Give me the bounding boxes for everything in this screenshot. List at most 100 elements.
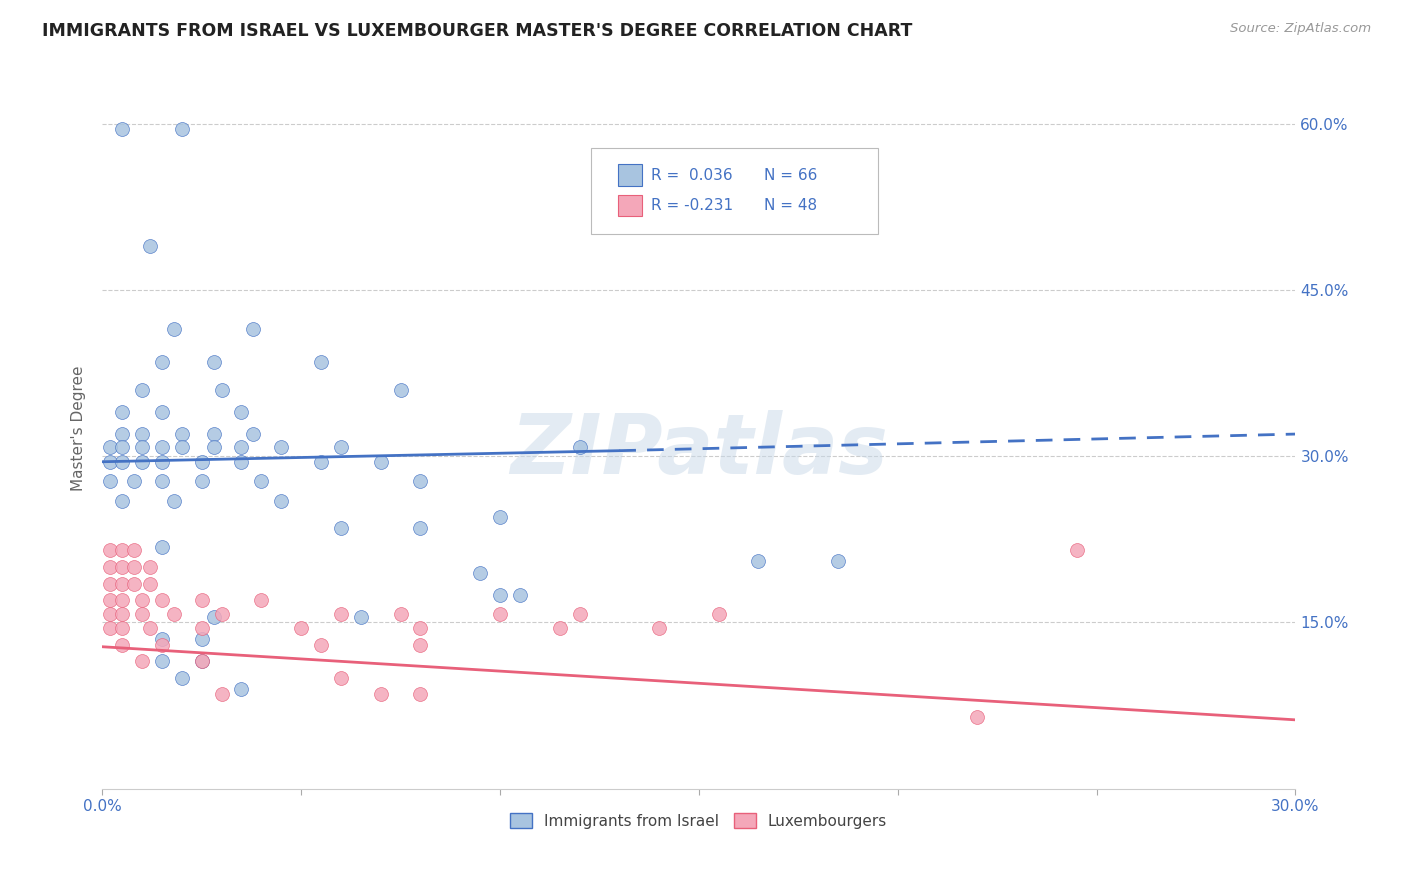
Legend: Immigrants from Israel, Luxembourgers: Immigrants from Israel, Luxembourgers bbox=[505, 807, 893, 835]
Point bbox=[329, 671, 352, 685]
Point bbox=[202, 427, 225, 442]
Point bbox=[190, 455, 212, 469]
Point bbox=[98, 621, 121, 635]
Point bbox=[827, 554, 849, 568]
Point bbox=[707, 607, 730, 621]
Point bbox=[290, 621, 312, 635]
Point bbox=[111, 427, 134, 442]
Point bbox=[98, 543, 121, 558]
Point bbox=[150, 441, 173, 455]
Y-axis label: Master's Degree: Master's Degree bbox=[72, 366, 86, 491]
Point bbox=[131, 455, 153, 469]
Point bbox=[163, 607, 186, 621]
Point bbox=[202, 441, 225, 455]
Point bbox=[150, 405, 173, 419]
Point bbox=[329, 441, 352, 455]
Point bbox=[131, 593, 153, 607]
Point bbox=[409, 474, 432, 488]
Point bbox=[150, 632, 173, 646]
Point bbox=[648, 621, 671, 635]
Point bbox=[98, 593, 121, 607]
Text: Source: ZipAtlas.com: Source: ZipAtlas.com bbox=[1230, 22, 1371, 36]
Point bbox=[111, 543, 134, 558]
Point bbox=[170, 122, 193, 136]
Point bbox=[250, 593, 273, 607]
Point bbox=[1066, 543, 1088, 558]
Point bbox=[190, 654, 212, 668]
Bar bbox=[617, 164, 641, 186]
Point bbox=[163, 322, 186, 336]
Point bbox=[111, 576, 134, 591]
Point bbox=[370, 455, 392, 469]
Point bbox=[211, 383, 233, 397]
Point bbox=[111, 493, 134, 508]
Point bbox=[111, 560, 134, 574]
Point bbox=[309, 638, 332, 652]
Point bbox=[747, 554, 769, 568]
Text: N = 66: N = 66 bbox=[765, 168, 818, 183]
Point bbox=[139, 560, 162, 574]
Point bbox=[309, 355, 332, 369]
Point bbox=[309, 455, 332, 469]
FancyBboxPatch shape bbox=[592, 148, 877, 234]
Point bbox=[98, 455, 121, 469]
Point bbox=[468, 566, 491, 580]
Point bbox=[139, 239, 162, 253]
Point bbox=[568, 441, 591, 455]
Point bbox=[150, 455, 173, 469]
Point bbox=[231, 681, 253, 696]
Point bbox=[966, 709, 988, 723]
Point bbox=[202, 610, 225, 624]
Point bbox=[409, 621, 432, 635]
Point bbox=[131, 654, 153, 668]
Point bbox=[509, 588, 531, 602]
Point bbox=[98, 576, 121, 591]
Point bbox=[231, 441, 253, 455]
Bar bbox=[617, 194, 641, 216]
Point bbox=[122, 474, 145, 488]
Point bbox=[150, 638, 173, 652]
Point bbox=[211, 687, 233, 701]
Point bbox=[270, 493, 292, 508]
Point bbox=[131, 607, 153, 621]
Point bbox=[150, 540, 173, 554]
Point bbox=[111, 405, 134, 419]
Point bbox=[122, 543, 145, 558]
Point bbox=[231, 405, 253, 419]
Point bbox=[190, 474, 212, 488]
Point bbox=[111, 638, 134, 652]
Point bbox=[489, 588, 512, 602]
Point bbox=[211, 607, 233, 621]
Point bbox=[370, 687, 392, 701]
Point bbox=[350, 610, 373, 624]
Point bbox=[98, 607, 121, 621]
Point bbox=[409, 687, 432, 701]
Text: R = -0.231: R = -0.231 bbox=[651, 198, 734, 213]
Text: IMMIGRANTS FROM ISRAEL VS LUXEMBOURGER MASTER'S DEGREE CORRELATION CHART: IMMIGRANTS FROM ISRAEL VS LUXEMBOURGER M… bbox=[42, 22, 912, 40]
Point bbox=[190, 654, 212, 668]
Point bbox=[389, 383, 412, 397]
Point bbox=[409, 638, 432, 652]
Point bbox=[242, 427, 264, 442]
Text: ZIPatlas: ZIPatlas bbox=[510, 409, 887, 491]
Point bbox=[150, 474, 173, 488]
Point bbox=[111, 621, 134, 635]
Point bbox=[329, 521, 352, 535]
Point bbox=[329, 607, 352, 621]
Point bbox=[489, 607, 512, 621]
Point bbox=[489, 510, 512, 524]
Point bbox=[111, 455, 134, 469]
Point bbox=[131, 441, 153, 455]
Point bbox=[231, 455, 253, 469]
Point bbox=[170, 671, 193, 685]
Point bbox=[122, 560, 145, 574]
Point bbox=[122, 576, 145, 591]
Point bbox=[409, 521, 432, 535]
Point bbox=[98, 441, 121, 455]
Point bbox=[548, 621, 571, 635]
Point bbox=[202, 355, 225, 369]
Point bbox=[111, 593, 134, 607]
Point bbox=[163, 493, 186, 508]
Point bbox=[139, 621, 162, 635]
Point bbox=[150, 654, 173, 668]
